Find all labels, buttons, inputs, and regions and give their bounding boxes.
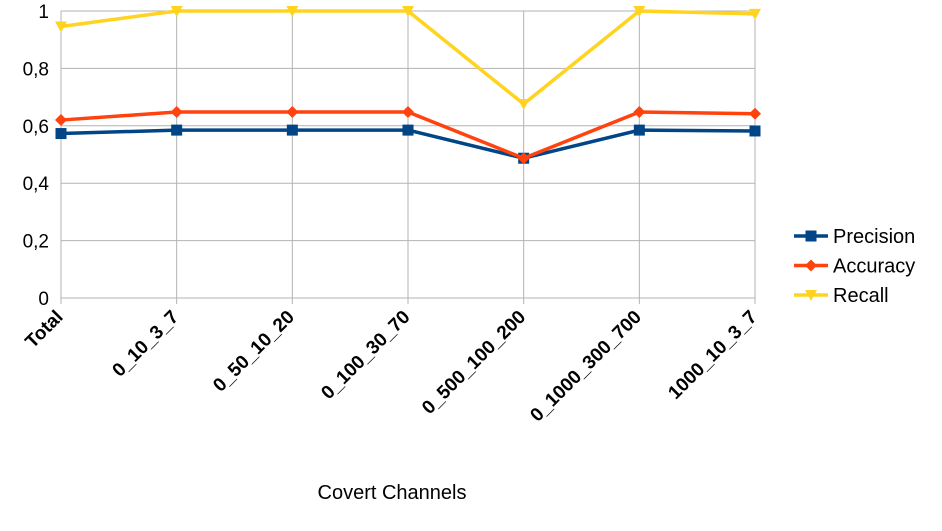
precision-point xyxy=(171,124,183,136)
x-tick-label: 0_1000_300_700 xyxy=(526,307,645,426)
x-tick-label: 0_100_30_70 xyxy=(317,307,414,404)
legend-label-precision: Precision xyxy=(833,226,915,248)
accuracy-point xyxy=(517,152,530,165)
x-tick-label: 0_50_10_20 xyxy=(209,307,299,397)
series-accuracy xyxy=(55,106,761,165)
recall-point xyxy=(170,6,183,17)
recall-point xyxy=(286,6,299,17)
x-tick-label: 0_10_3_7 xyxy=(109,307,184,382)
y-tick-label: 1 xyxy=(38,2,49,23)
precision-point xyxy=(55,128,67,140)
series xyxy=(55,6,761,165)
recall-point xyxy=(517,98,530,110)
legend-item-accuracy: Accuracy xyxy=(794,256,915,278)
y-tick-label: 0,6 xyxy=(23,117,49,138)
legend-item-recall: Recall xyxy=(794,285,889,307)
recall-point xyxy=(402,6,414,17)
accuracy-point xyxy=(749,107,761,120)
legend-item-precision: Precision xyxy=(794,226,915,248)
precision-point xyxy=(749,125,761,137)
legend-marker-recall xyxy=(805,290,817,301)
accuracy-point xyxy=(286,106,299,119)
grid xyxy=(60,10,756,299)
precision-point xyxy=(286,124,298,136)
accuracy-point xyxy=(633,106,646,119)
legend-label-accuracy: Accuracy xyxy=(833,256,915,278)
x-tick-label: 0_500_100_200 xyxy=(418,307,530,419)
accuracy-point xyxy=(55,114,67,127)
x-tick-label: Total xyxy=(22,307,68,353)
legend-label-recall: Recall xyxy=(833,285,889,307)
recall-point xyxy=(633,6,646,17)
y-tick-label: 0,4 xyxy=(23,174,50,195)
precision-point xyxy=(633,124,645,136)
x-axis-label: Covert Channels xyxy=(318,482,467,504)
legend-marker-accuracy xyxy=(805,259,817,272)
accuracy-point xyxy=(402,106,414,119)
accuracy-point xyxy=(170,106,183,119)
precision-point xyxy=(402,124,414,136)
y-tick-label: 0,8 xyxy=(23,59,49,80)
x-tick-label: 1000_10_3_7 xyxy=(664,307,761,404)
series-recall xyxy=(55,6,761,110)
recall-point xyxy=(55,21,67,33)
legend: Precision Accuracy Recall xyxy=(794,226,915,307)
y-tick-label: 0,2 xyxy=(23,232,49,253)
recall-point xyxy=(749,8,761,20)
legend-marker-precision xyxy=(805,230,817,242)
y-tick-label: 0 xyxy=(38,289,49,310)
